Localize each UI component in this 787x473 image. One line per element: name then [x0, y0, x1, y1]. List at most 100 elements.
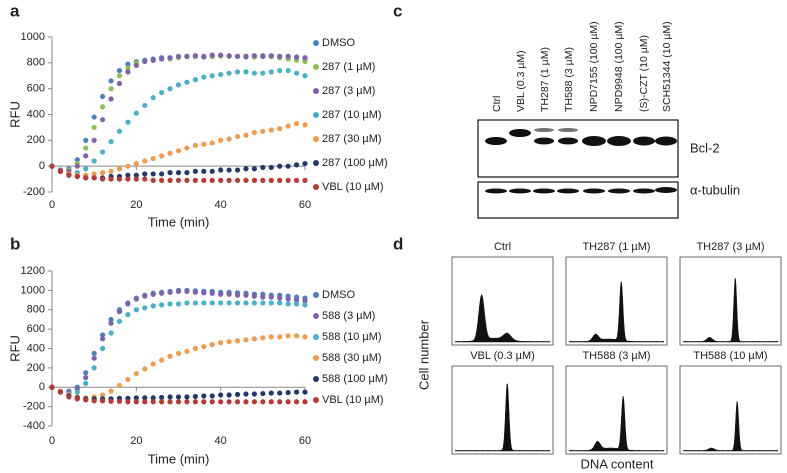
legend-label: DMSO	[322, 37, 355, 49]
data-point	[159, 394, 165, 401]
y-tick-label: 0	[39, 160, 45, 172]
data-point	[302, 55, 308, 61]
data-point	[150, 361, 156, 367]
band-label: α-tubulin	[690, 182, 740, 197]
y-tick-label: -400	[23, 420, 45, 432]
data-point	[83, 166, 89, 172]
legend-label: 588 (10 µM)	[322, 331, 382, 343]
data-point	[100, 398, 106, 404]
data-point	[184, 79, 190, 85]
data-point	[209, 399, 215, 405]
data-point	[175, 177, 182, 183]
data-point	[91, 175, 97, 181]
data-point	[218, 71, 224, 78]
y-tick-label: 400	[27, 342, 45, 354]
data-point	[209, 168, 215, 174]
data-point	[293, 333, 300, 339]
panel-label: d	[393, 234, 403, 253]
data-point	[150, 155, 156, 162]
data-point	[293, 301, 300, 307]
data-point	[285, 177, 291, 183]
data-point	[218, 177, 224, 183]
data-point	[209, 177, 215, 183]
data-point	[91, 365, 97, 371]
data-point	[251, 70, 257, 76]
data-point	[302, 177, 308, 183]
data-point	[285, 53, 291, 59]
data-point	[116, 318, 123, 324]
data-point	[167, 150, 173, 156]
data-point	[74, 389, 80, 395]
histogram-title: TH588 (3 µM)	[582, 350, 650, 362]
data-point	[277, 390, 283, 396]
band-label: Bcl-2	[690, 140, 720, 155]
data-point	[108, 168, 114, 174]
data-point	[251, 336, 257, 342]
legend-marker	[313, 184, 319, 190]
data-point	[100, 117, 106, 123]
histogram-title: VBL (0.3 µM)	[470, 350, 535, 362]
data-point	[302, 122, 308, 128]
data-point	[192, 345, 198, 352]
data-point	[209, 342, 215, 348]
data-point	[108, 139, 114, 145]
data-point	[175, 288, 182, 294]
data-point	[83, 397, 89, 403]
lane-label: VBL (0.3 µM)	[515, 50, 527, 112]
data-point	[234, 300, 241, 306]
data-point	[218, 52, 224, 58]
data-point	[133, 296, 139, 302]
data-point	[243, 292, 249, 298]
data-point	[277, 163, 283, 169]
data-point	[142, 395, 148, 401]
data-point	[57, 168, 64, 174]
data-point	[142, 366, 148, 372]
data-point	[218, 137, 224, 143]
data-point	[293, 297, 300, 303]
data-point	[243, 337, 249, 343]
data-point	[226, 399, 232, 405]
data-point	[83, 370, 89, 376]
data-point	[218, 392, 224, 398]
data-point	[74, 157, 80, 163]
data-point	[201, 399, 207, 405]
data-point	[125, 176, 131, 182]
y-tick-label: -200	[23, 401, 45, 413]
y-axis-label: RFU	[7, 101, 22, 128]
legend-marker	[313, 160, 319, 166]
data-point	[293, 54, 300, 60]
data-point	[192, 142, 198, 149]
data-point	[108, 86, 114, 92]
data-point	[293, 120, 300, 127]
data-point	[243, 391, 249, 397]
histogram	[568, 281, 665, 343]
data-point	[184, 399, 190, 405]
data-point	[116, 382, 123, 388]
histogram-title: TH287 (3 µM)	[696, 241, 764, 253]
data-point	[234, 338, 241, 344]
data-point	[167, 394, 173, 400]
legend-label: 287 (1 µM)	[322, 61, 375, 73]
x-tick-label: 40	[215, 435, 227, 447]
data-point	[243, 300, 249, 306]
data-point	[150, 177, 156, 183]
y-tick-label: 600	[27, 323, 45, 335]
data-point	[226, 392, 232, 398]
data-point	[125, 163, 131, 169]
panel-label: a	[10, 1, 20, 20]
data-point	[243, 132, 249, 138]
data-point	[243, 69, 249, 75]
data-point	[100, 176, 106, 182]
data-point	[175, 399, 182, 405]
data-point	[251, 300, 257, 306]
data-point	[201, 53, 207, 59]
lane-label: Ctrl	[491, 96, 503, 112]
data-point	[159, 89, 165, 96]
data-point	[125, 311, 131, 318]
data-point	[209, 73, 215, 79]
data-point	[91, 114, 97, 120]
data-point	[268, 164, 274, 171]
data-point	[285, 296, 291, 302]
data-point	[184, 348, 190, 355]
legend-marker	[313, 88, 319, 94]
